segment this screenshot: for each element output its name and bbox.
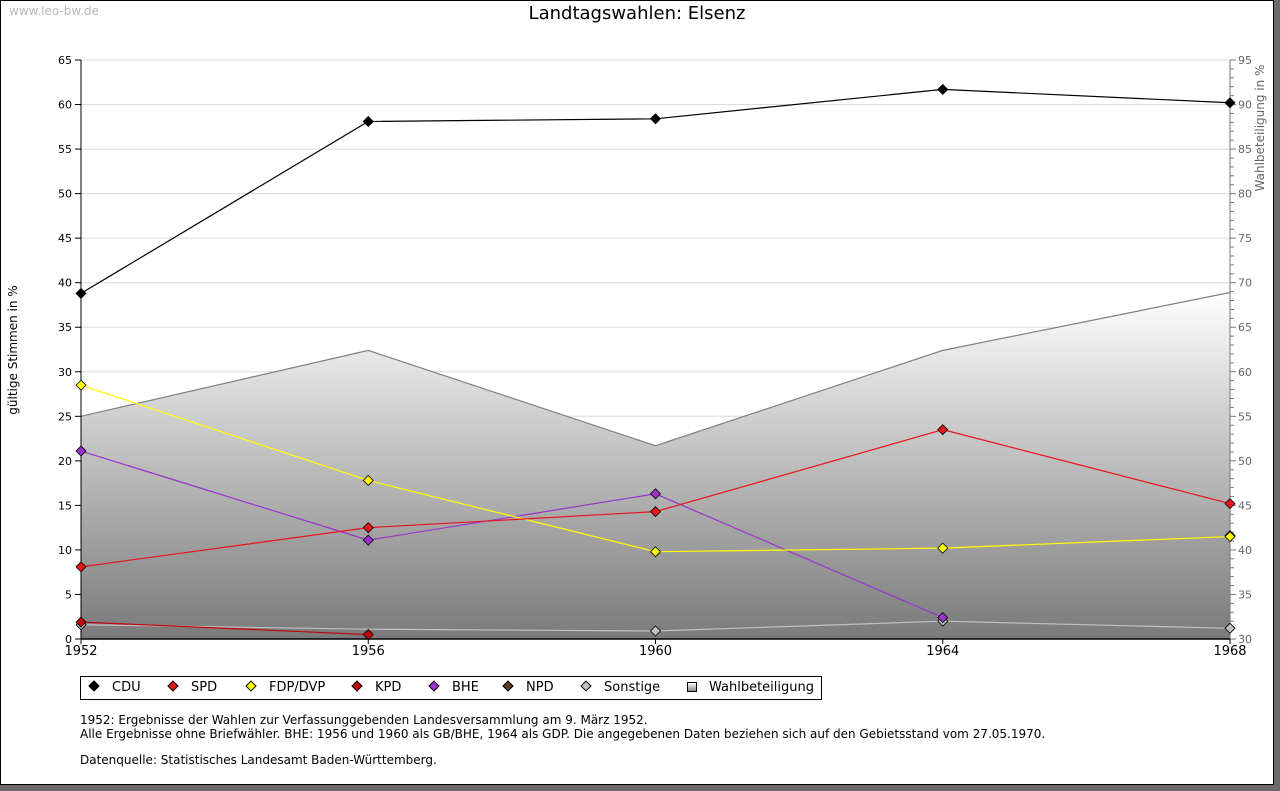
x-tick-label: 1968 <box>1213 644 1246 659</box>
data-point-cdu <box>75 287 87 299</box>
legend-item-sonstige: Sonstige <box>580 680 661 695</box>
legend-item-bhe: BHE <box>428 680 479 695</box>
watermark: www.leo-bw.de <box>9 4 99 18</box>
y2-axis-label: Wahlbeteiligung in % <box>1253 65 1267 192</box>
y-tick-label: 30 <box>58 366 72 379</box>
y2-tick-label: 70 <box>1238 277 1252 290</box>
y2-tick-label: 95 <box>1238 54 1252 67</box>
y2-tick-label: 80 <box>1238 188 1252 201</box>
legend-label: NPD <box>526 680 554 695</box>
data-point-kpd <box>75 616 87 628</box>
series-line-kpd <box>80 621 369 636</box>
diamond-marker-icon <box>351 680 363 692</box>
data-point-spd <box>649 506 662 518</box>
y2-tick-label: 60 <box>1238 366 1252 379</box>
legend-item-npd: NPD <box>502 680 554 695</box>
data-point-sonstige <box>1224 622 1236 634</box>
y-tick-label: 5 <box>65 588 72 601</box>
x-tick-label: 1952 <box>64 644 97 659</box>
turnout-area <box>80 291 1231 639</box>
data-point-kpd <box>362 628 374 641</box>
data-source: Datenquelle: Statistisches Landesamt Bad… <box>80 753 437 767</box>
legend-label: BHE <box>452 680 479 695</box>
note-1952: 1952: Ergebnisse der Wahlen zur Verfassu… <box>80 713 648 727</box>
x-tick-label: 1956 <box>352 644 385 659</box>
diamond-marker-icon <box>428 680 440 692</box>
y2-tick-label: 50 <box>1238 455 1252 468</box>
legend-item-wahlbeteiligung: Wahlbeteiligung <box>687 680 814 695</box>
data-point-spd <box>1224 498 1236 510</box>
data-point-bhe <box>75 445 87 457</box>
y-tick-label: 50 <box>58 188 72 201</box>
legend-label: Sonstige <box>604 680 661 695</box>
data-point-cdu <box>362 115 374 128</box>
y2-tick-label: 30 <box>1238 633 1252 646</box>
y-tick-label: 20 <box>58 455 72 468</box>
data-point-spd <box>937 424 949 436</box>
data-point-fdpdvp <box>1224 530 1236 543</box>
legend-label: FDP/DVP <box>269 680 326 695</box>
diamond-marker-icon <box>167 680 179 692</box>
y-tick-label: 15 <box>58 499 72 512</box>
y2-tick-label: 85 <box>1238 143 1252 156</box>
square-swatch-icon <box>687 682 697 692</box>
y-tick-label: 55 <box>58 143 72 156</box>
data-point-spd <box>75 561 87 573</box>
y-tick-label: 45 <box>58 232 72 245</box>
legend-label: SPD <box>191 680 218 695</box>
legend-item-fdp: FDP/DVP <box>245 680 326 695</box>
note-general: Alle Ergebnisse ohne Briefwähler. BHE: 1… <box>80 727 1046 741</box>
diamond-marker-icon <box>502 680 514 692</box>
y2-tick-label: 90 <box>1238 99 1252 112</box>
data-point-cdu <box>937 83 949 95</box>
legend: CDU SPD FDP/DVP KPD BHE NPD Sonstige Wah… <box>80 676 822 700</box>
axes: 0 5 10 15 20 25 30 35 40 45 50 55 60 65 30 35 40 45 50 55 60… <box>58 54 1252 659</box>
data-point-spd <box>362 522 374 534</box>
x-tick-label: 1964 <box>926 644 959 659</box>
legend-label: Wahlbeteiligung <box>709 680 815 695</box>
y2-tick-label: 65 <box>1238 321 1252 334</box>
data-point-bhe <box>937 612 949 624</box>
y-tick-label: 35 <box>58 321 72 334</box>
series-markers <box>75 83 1236 641</box>
x-tick-label: 1960 <box>639 644 672 659</box>
legend-item-cdu: CDU <box>88 680 141 695</box>
legend-label: KPD <box>375 680 402 695</box>
data-point-sonstige <box>649 625 662 637</box>
chart-svg: 0 5 10 15 20 25 30 35 40 45 50 55 60 65 30 35 40 45 50 55 60… <box>6 54 1267 659</box>
diamond-marker-icon <box>88 680 100 692</box>
data-point-bhe <box>362 534 374 546</box>
data-point-bhe <box>649 488 662 500</box>
y-tick-label: 10 <box>58 544 72 557</box>
y2-tick-label: 55 <box>1238 410 1252 423</box>
y-tick-label: 40 <box>58 277 72 290</box>
data-point-fdpdvp <box>75 379 87 391</box>
y2-tick-label: 45 <box>1238 499 1252 512</box>
legend-item-spd: SPD <box>167 680 218 695</box>
y2-tick-label: 75 <box>1238 232 1252 245</box>
y2-tick-label: 40 <box>1238 544 1252 557</box>
chart-title: Landtagswahlen: Elsenz <box>528 3 746 24</box>
y2-tick-label: 35 <box>1238 588 1252 601</box>
y-tick-label: 25 <box>58 410 72 423</box>
data-point-fdpdvp <box>362 474 374 487</box>
y-tick-label: 60 <box>58 99 72 112</box>
y-axis-label: gültige Stimmen in % <box>6 285 20 414</box>
data-point-cdu <box>649 113 662 125</box>
legend-label: CDU <box>112 680 141 695</box>
data-point-fdpdvp <box>649 546 662 558</box>
y-tick-label: 0 <box>65 633 72 646</box>
series-line-bhe <box>80 450 943 619</box>
data-point-cdu <box>1224 97 1236 109</box>
turnout-area-outline <box>80 291 1231 447</box>
y-tick-label: 65 <box>58 54 72 67</box>
turnout-area-fill <box>81 292 1230 639</box>
diamond-marker-icon <box>580 680 592 692</box>
data-point-fdpdvp <box>937 542 949 554</box>
diamond-marker-icon <box>245 680 257 692</box>
legend-item-kpd: KPD <box>351 680 402 695</box>
